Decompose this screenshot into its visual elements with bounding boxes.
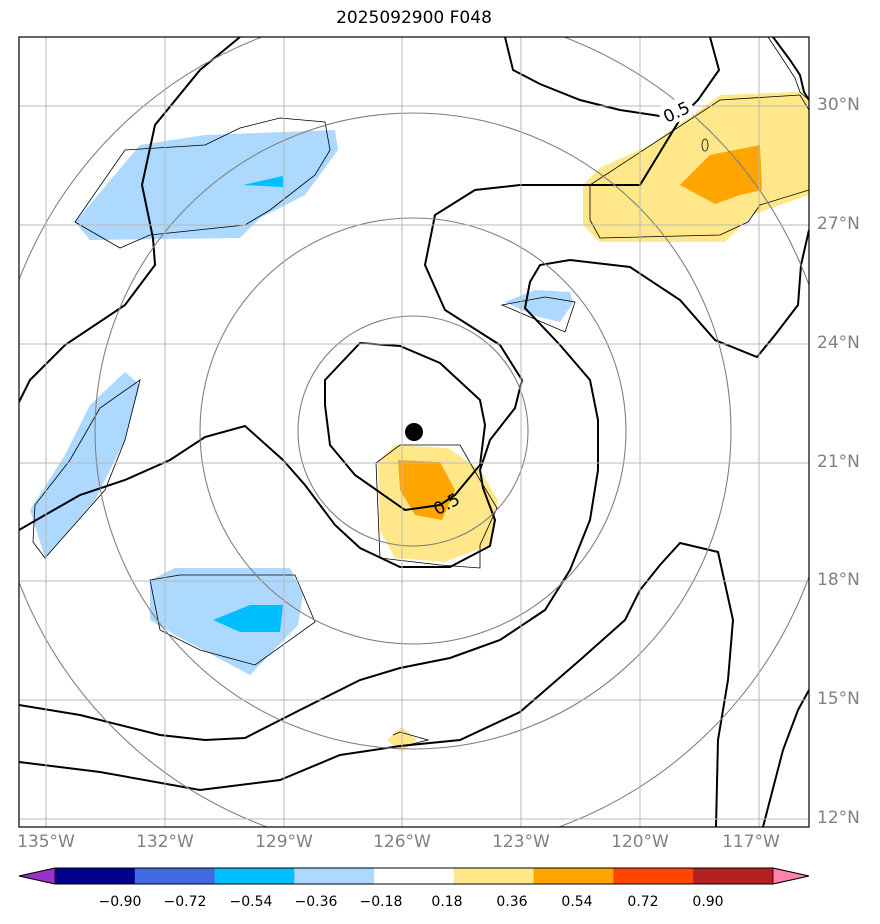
- colorbar-tick-label: 0.72: [627, 894, 659, 910]
- lat-label: 24°N: [817, 333, 860, 353]
- lon-label: 129°W: [255, 832, 313, 852]
- storm-center-marker: [405, 423, 423, 441]
- colorbar-tick-label: 0.36: [496, 894, 528, 910]
- shade-region-nw-core: [243, 176, 283, 187]
- lon-label: 132°W: [136, 832, 194, 852]
- lon-label: 120°W: [611, 832, 669, 852]
- thick-contours: [19, 37, 809, 827]
- colorbar: [18, 867, 810, 885]
- lat-lon-gridlines: [19, 37, 809, 827]
- lon-label: 135°W: [17, 832, 75, 852]
- shade-region-sw-core: [213, 605, 283, 632]
- range-rings: [19, 37, 809, 827]
- colorbar-segment: [294, 868, 375, 884]
- lat-label: 18°N: [817, 570, 860, 590]
- colorbar-segment: [55, 868, 136, 884]
- lat-label: 12°N: [817, 808, 860, 828]
- map-frame: [18, 36, 810, 828]
- shaded-negative-regions: [30, 130, 573, 675]
- shade-region-nw: [75, 130, 338, 240]
- colorbar-tick-label: −0.18: [359, 894, 403, 910]
- thin-contours: [32, 37, 809, 748]
- colorbar-segment: [374, 868, 455, 884]
- lat-label: 27°N: [817, 214, 860, 234]
- lon-label: 117°W: [722, 832, 780, 852]
- colorbar-segment: [214, 868, 295, 884]
- colorbar-tick-label: −0.54: [229, 894, 273, 910]
- colorbar-segment: [533, 868, 614, 884]
- colorbar-tick-label: 0.18: [431, 894, 463, 910]
- lat-label: 21°N: [817, 452, 860, 472]
- plot-title: 2025092900 F048: [336, 8, 492, 28]
- colorbar-segment: [453, 868, 535, 884]
- shade-region-ne-core: [680, 145, 762, 204]
- colorbar-segment: [693, 868, 774, 884]
- colorbar-outline: [18, 867, 810, 885]
- lon-label: 123°W: [492, 832, 550, 852]
- lon-label: 126°W: [373, 832, 431, 852]
- colorbar-segment: [134, 868, 216, 884]
- colorbar-tick-label: −0.36: [294, 894, 338, 910]
- colorbar-tick-label: 0.54: [561, 894, 593, 910]
- colorbar-tick-label: −0.72: [163, 894, 207, 910]
- colorbar-extend-left: [18, 867, 56, 885]
- colorbar-extend-right: [772, 867, 810, 885]
- colorbar-segment: [613, 868, 694, 884]
- colorbar-tick-label: 0.90: [692, 894, 724, 910]
- colorbar-tick-label: −0.90: [98, 894, 142, 910]
- lat-label: 30°N: [817, 95, 860, 115]
- shade-region-e: [505, 290, 573, 322]
- shade-region-w: [30, 372, 140, 558]
- lat-label: 15°N: [817, 689, 860, 709]
